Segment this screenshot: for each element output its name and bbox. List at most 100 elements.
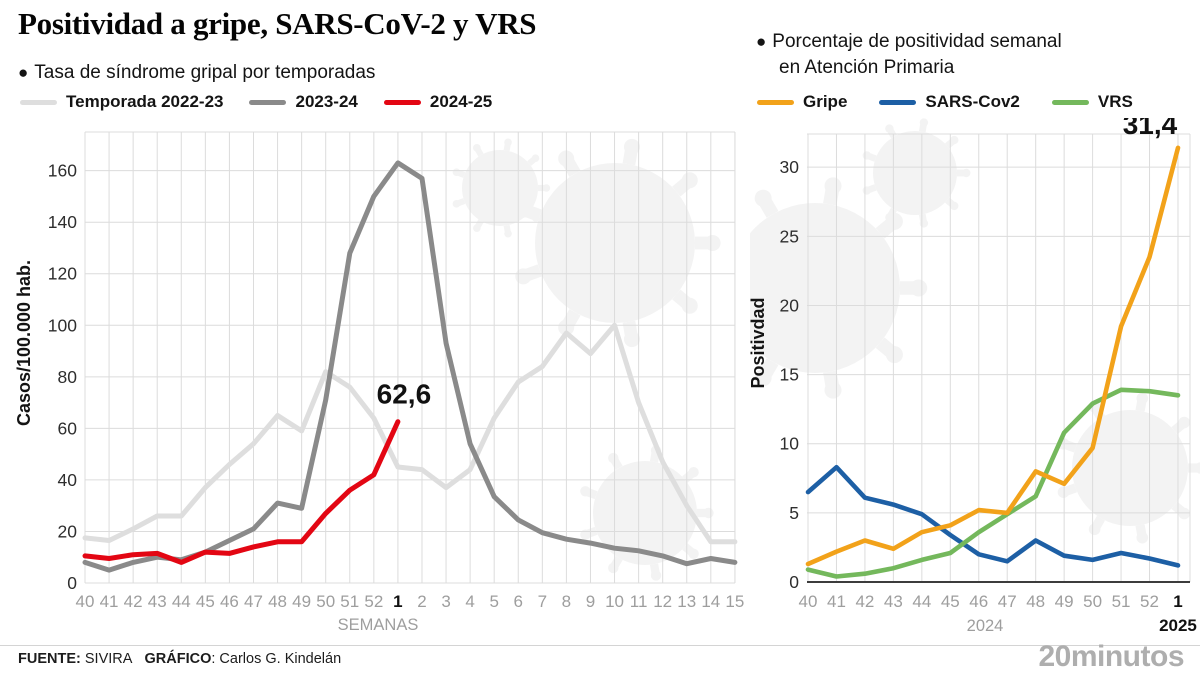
legend-label: Temporada 2022-23: [66, 92, 224, 111]
credit-value: : Carlos G. Kindelán: [211, 651, 342, 667]
series-VRS: [805, 387, 1181, 579]
annotation-value: 31,4: [1123, 118, 1178, 140]
y-tick-label: 20: [780, 295, 800, 315]
credit-label: GRÁFICO: [144, 651, 212, 667]
x-tick-label: 48: [268, 592, 287, 611]
x-tick-label: 49: [292, 592, 311, 611]
x-tick-label: 2: [417, 592, 426, 611]
y-tick-label: 120: [48, 264, 77, 284]
legend-left-item: 2024-25: [383, 92, 492, 112]
source-label: FUENTE:: [18, 651, 81, 667]
series-Temporada 2022-23: [82, 322, 738, 545]
legend-swatch-icon: [1051, 99, 1089, 105]
x-tick-label: 3: [441, 592, 450, 611]
legend-label: Gripe: [803, 92, 848, 111]
series-2024-25: [82, 419, 401, 565]
legend-swatch-icon: [879, 99, 917, 105]
x-tick-label: 4: [465, 592, 474, 611]
x-tick-label: 44: [912, 592, 931, 611]
x-tick-label: 6: [514, 592, 523, 611]
x-tick-label: 41: [100, 592, 119, 611]
x-tick-label: 5: [489, 592, 498, 611]
x-tick-label: 47: [998, 592, 1017, 611]
y-tick-label: 30: [780, 157, 800, 177]
x-tick-label: 52: [1140, 592, 1159, 611]
x-tick-label: 42: [124, 592, 143, 611]
y-axis-title: Casos/100.000 hab.: [14, 260, 34, 426]
y-tick-label: 10: [780, 434, 800, 454]
legend-right-item: Gripe: [757, 92, 847, 112]
legend-swatch-icon: [20, 99, 57, 105]
footer-credits: FUENTE: SIVIRA GRÁFICO: Carlos G. Kindel…: [18, 651, 341, 667]
y-tick-label: 20: [58, 521, 78, 541]
legend-label: SARS-Cov2: [925, 92, 1020, 111]
legend-swatch-icon: [383, 99, 421, 105]
x-tick-label: 13: [677, 592, 696, 611]
x-tick-label: 12: [653, 592, 672, 611]
x-tick-label: 49: [1055, 592, 1074, 611]
source-value: SIVIRA: [84, 651, 133, 667]
y-tick-label: 40: [58, 470, 78, 490]
series-Gripe: [805, 145, 1181, 567]
footer-divider: [0, 645, 1200, 646]
x-axis-caption: 2024: [967, 617, 1004, 635]
legend-right-item: SARS-Cov2: [879, 92, 1020, 112]
x-tick-label: 11: [630, 592, 648, 611]
x-tick-label: 41: [827, 592, 846, 611]
legend-swatch-icon: [757, 99, 794, 105]
legend-right-item: VRS: [1051, 92, 1133, 112]
y-tick-label: 0: [67, 573, 77, 593]
x-tick-label: 40: [799, 592, 818, 611]
x-tick-label: 9: [586, 592, 595, 611]
x-tick-label: 46: [969, 592, 988, 611]
x-tick-label-current: 1: [1173, 592, 1182, 611]
x-axis-caption: SEMANAS: [338, 616, 419, 634]
legend-label: 2023-24: [295, 92, 358, 111]
x-tick-label: 45: [941, 592, 960, 611]
left-chart-legend: Temporada 2022-23 2023-24 2024-25: [20, 92, 492, 112]
x-tick-label-current: 1: [393, 592, 402, 611]
legend-left-item: Temporada 2022-23: [20, 92, 223, 112]
x-axis-caption-year2: 2025: [1159, 616, 1197, 635]
x-tick-label: 10: [605, 592, 624, 611]
right-chart-subtitle-text1: Porcentaje de positividad semanal: [772, 31, 1062, 52]
page-title: Positividad a gripe, SARS-CoV-2 y VRS: [18, 6, 537, 41]
x-tick-label: 14: [701, 592, 720, 611]
x-tick-label: 47: [244, 592, 263, 611]
left-chart-subtitle: ● Tasa de síndrome gripal por temporadas: [18, 62, 375, 84]
x-tick-label: 50: [316, 592, 335, 611]
legend-swatch-icon: [249, 99, 287, 105]
x-tick-label: 7: [538, 592, 547, 611]
right-chart-subtitle-line2: en Atención Primaria: [779, 57, 955, 78]
y-tick-label: 160: [48, 161, 77, 181]
x-tick-label: 43: [148, 592, 167, 611]
x-tick-label: 40: [76, 592, 95, 611]
bullet-icon: ●: [756, 32, 767, 51]
series-SARS-Cov2: [805, 464, 1181, 568]
x-tick-label: 45: [196, 592, 215, 611]
y-tick-label: 60: [58, 418, 78, 438]
x-tick-label: 48: [1026, 592, 1045, 611]
x-tick-label: 43: [884, 592, 903, 611]
right-chart-legend: Gripe SARS-Cov2 VRS: [757, 92, 1133, 112]
legend-label: VRS: [1097, 92, 1133, 111]
bullet-icon: ●: [18, 63, 29, 82]
x-tick-label: 42: [855, 592, 874, 611]
y-axis-title: Positivdad: [750, 297, 768, 388]
y-tick-label: 25: [780, 226, 799, 246]
y-tick-label: 100: [48, 315, 77, 335]
x-tick-label: 8: [562, 592, 571, 611]
x-tick-label: 15: [725, 592, 744, 611]
x-tick-label: 46: [220, 592, 239, 611]
x-tick-label: 52: [364, 592, 383, 611]
left-chart-subtitle-text: Tasa de síndrome gripal por temporadas: [34, 62, 376, 83]
y-tick-label: 0: [789, 572, 799, 592]
y-tick-label: 140: [48, 212, 77, 232]
x-tick-label: 51: [1112, 592, 1131, 611]
publisher-logo: 20minutos: [1038, 640, 1184, 673]
annotation-value: 62,6: [377, 379, 432, 410]
y-tick-label: 5: [789, 503, 799, 523]
y-tick-label: 15: [780, 365, 799, 385]
